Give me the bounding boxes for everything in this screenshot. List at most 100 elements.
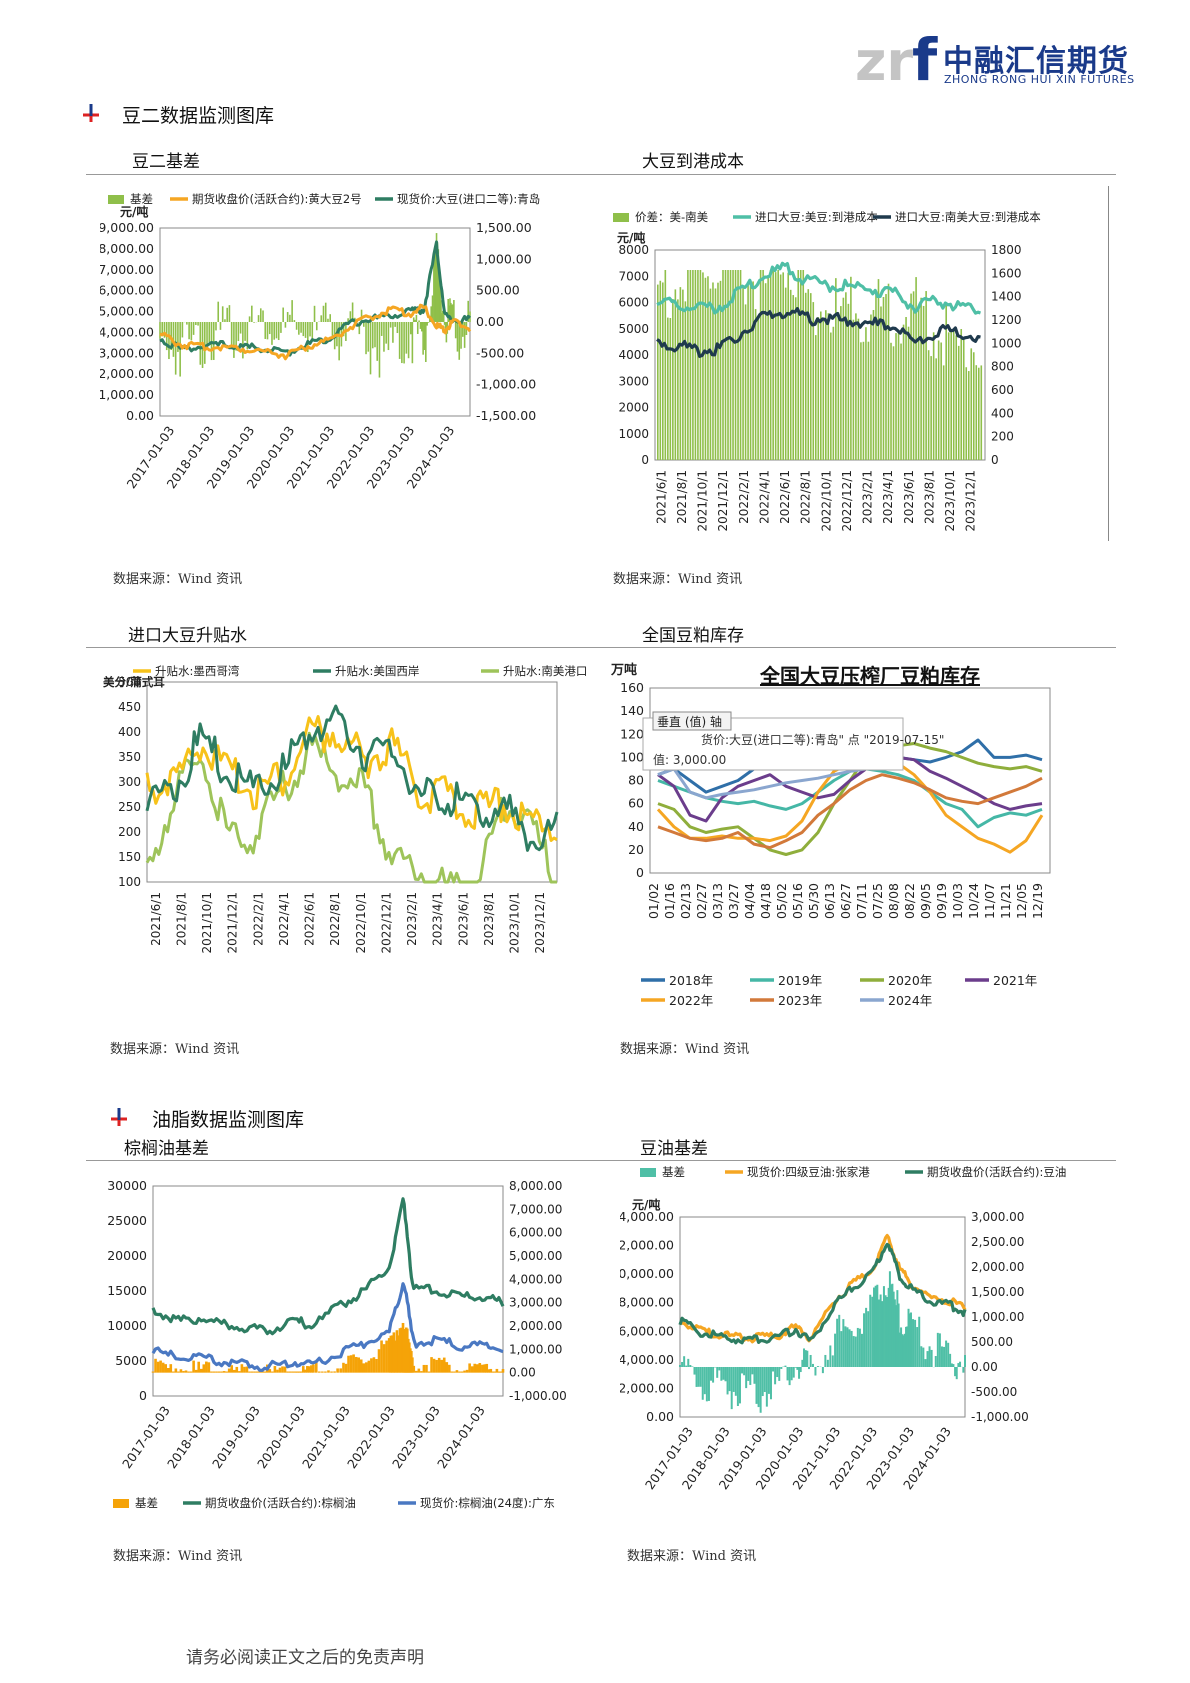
c2-spread-bar [709, 288, 712, 460]
c5-ytick-right-label: 0.00 [509, 1366, 536, 1380]
c2-ytick-label: 4000 [618, 348, 649, 362]
c2-spread-bar [910, 293, 912, 460]
c2-spread-bar [955, 335, 958, 460]
c5-ytick-label: 0 [139, 1388, 147, 1403]
c2-spread-bar [820, 311, 822, 460]
c4-ytick-label: 80 [628, 773, 644, 788]
c5-ytick-right-label: -1,000.00 [509, 1389, 567, 1403]
c1-ytick-label: 7,000.00 [100, 262, 154, 277]
source-c6: 数据来源：Wind 资讯 [627, 1549, 757, 1564]
chart-title-c6: 豆油基差 [640, 1139, 708, 1159]
c6-ytick-label: 0.00 [646, 1409, 674, 1424]
c3-xtick-label: 2023/10/1 [508, 892, 522, 954]
c4-tooltip-tag [652, 711, 732, 731]
c4-ytick-label: 40 [628, 819, 644, 834]
c2-spread-bar [880, 306, 882, 460]
source-c1: 数据来源：Wind 资讯 [113, 572, 243, 587]
c2-spread-bar [759, 270, 762, 460]
c4-xtick-label: 08/22 [902, 883, 917, 919]
c2-spread-bar [777, 270, 779, 460]
c2-spread-bar [935, 358, 937, 460]
c6-ytick-right-label: 0.00 [971, 1360, 998, 1374]
c6-ytick-right-label: 2,500.00 [971, 1235, 1024, 1249]
c4-legend-label: 2018年 [669, 973, 713, 988]
c2-spread-bar [830, 332, 832, 460]
c2-spread-bar [729, 270, 732, 460]
c2-spread-bar [677, 299, 679, 460]
c2-legend-label: 进口大豆:美豆:到港成本 [755, 210, 878, 224]
c4-xtick-label: 04/04 [742, 883, 757, 919]
c2-spread-bar [697, 270, 699, 460]
c2-spread-bar [667, 317, 669, 460]
c2-ytick-right-label: 1800 [991, 243, 1022, 257]
c2-spread-bar [975, 365, 978, 460]
c6-legend-label: 现货价:四级豆油:张家港 [747, 1165, 870, 1179]
c1-ytick-right-label: -500.00 [476, 345, 524, 360]
c4-xtick-label: 09/19 [934, 883, 949, 919]
c4-tooltip-title: 垂直 (值) 轴 [657, 714, 722, 729]
c2-xtick-label: 2021/6/1 [654, 470, 668, 524]
c3-xtick-label: 2022/6/1 [303, 892, 317, 946]
c2-spread-bar [922, 305, 925, 460]
divider [86, 1160, 1116, 1161]
c2-spread-bar [967, 371, 970, 460]
c3-xtick-label: 2022/8/1 [328, 892, 342, 946]
chart-c5: 30000 25000 20000 15000 10000 5000 0 8,000.00 7,… [107, 1178, 567, 1510]
c2-xtick-label: 2023/12/1 [964, 470, 978, 532]
c5-legend-swatch [113, 1499, 129, 1508]
c4-ylabel: 万吨 [610, 662, 637, 678]
c5-ytick-label: 15000 [107, 1283, 147, 1298]
c4-xtick-label: 05/16 [790, 883, 805, 919]
c1-legend-label: 期货收盘价(活跃合约):黄大豆2号 [192, 192, 362, 206]
c2-spread-bar [827, 313, 830, 460]
c2-spread-bar [852, 319, 855, 460]
c2-spread-bar [950, 328, 952, 460]
c3-series-line [145, 731, 557, 884]
c3-xtick-label: 2021/6/1 [149, 892, 163, 946]
c2-spread-bar [877, 279, 880, 460]
c4-xtick-label: 05/30 [806, 883, 821, 919]
header-logo: zr f [855, 26, 1125, 94]
c2-spread-bar [774, 272, 777, 460]
c6-ytick-label: 14,000.00 [620, 1209, 674, 1224]
divider [86, 647, 1116, 648]
c4-xtick-label: 11/21 [998, 883, 1013, 919]
c3-series-line [145, 704, 559, 852]
c2-spread-bar [719, 280, 722, 460]
c2-ytick-right-label: 600 [991, 383, 1014, 397]
c2-spread-bar [835, 278, 837, 460]
c3-ytick-label: 400 [118, 725, 141, 739]
c2-spread-bar [895, 333, 897, 460]
c2-spread-bar [694, 270, 697, 460]
section-title-soymeal: 豆二数据监测图库 [122, 105, 275, 127]
c4-ytick-label: 20 [628, 842, 644, 857]
c2-spread-bar [754, 309, 757, 460]
c2-spread-bar [669, 318, 672, 460]
chart-c2: 价差：美-南美 进口大豆:美豆:到港成本 进口大豆:南美大豆:到港成本元/吨8000… [613, 210, 1041, 532]
footer-disclaimer: 请务必阅读正文之后的免责声明 [186, 1648, 424, 1668]
c2-spread-bar [682, 289, 684, 460]
c2-spread-bar [794, 297, 797, 460]
c2-spread-bar [957, 345, 960, 460]
c1-ytick-label: 6,000.00 [100, 283, 154, 298]
c2-xtick-label: 2022/10/1 [819, 470, 833, 532]
c3-xtick-label: 2023/4/1 [431, 892, 445, 946]
c1-ytick-right-label: -1,000.00 [476, 377, 536, 392]
c4-plot-frame [649, 687, 1051, 874]
c3-ytick-label: 450 [118, 700, 141, 714]
c2-spread-bar [932, 332, 935, 460]
c2-ytick-right-label: 1600 [991, 266, 1022, 280]
c2-ytick-label: 1000 [618, 427, 649, 441]
c2-spread-bar [912, 291, 915, 460]
c3-xtick-label: 2022/12/1 [379, 892, 393, 954]
c2-xtick-label: 2022/6/1 [778, 470, 792, 524]
c2-spread-bar [905, 317, 907, 460]
c1-ytick-right-label: 0.00 [476, 314, 504, 329]
c2-spread-bar [842, 297, 845, 460]
c3-legend-label: 升贴水:美国西岸 [335, 664, 419, 678]
c3-xtick-label: 2022/2/1 [251, 892, 265, 946]
c2-spread-bar [767, 275, 769, 460]
c2-series-line [656, 261, 981, 315]
c2-spread-bar [920, 297, 922, 460]
